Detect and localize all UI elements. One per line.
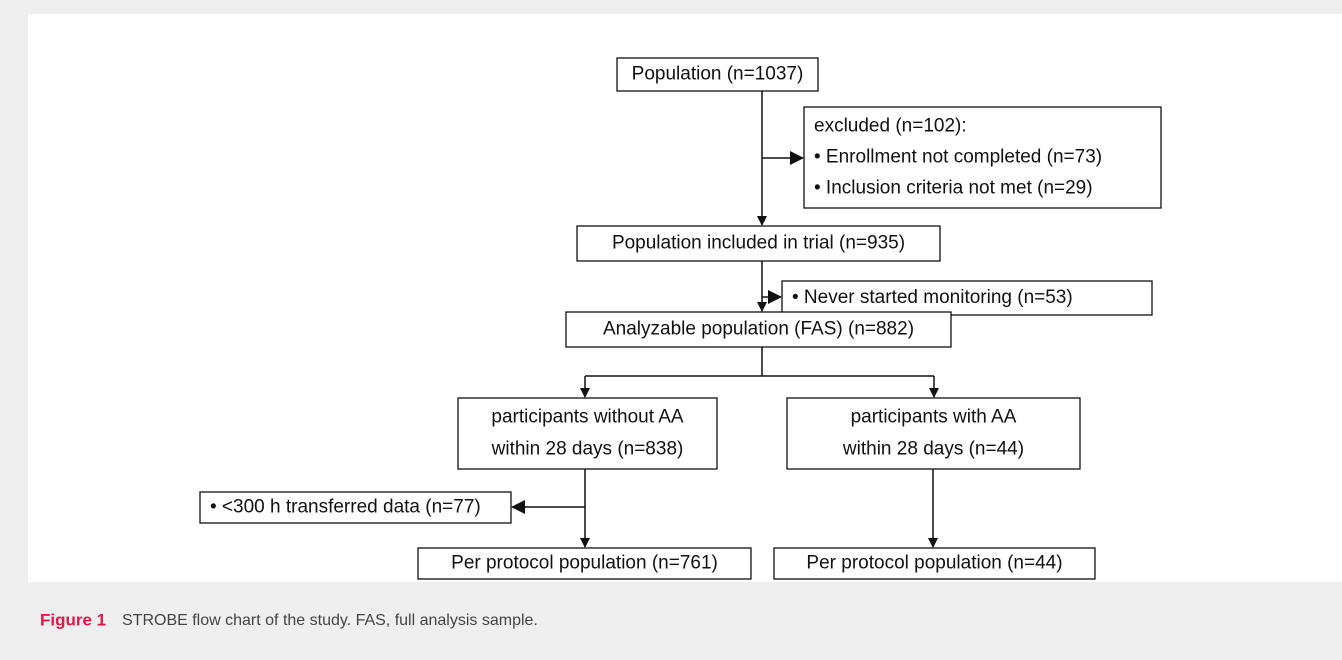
node-text: Population included in trial (n=935) [612,233,905,254]
flow-node: participants with AA within 28 days (n=44… [786,397,1081,470]
node-box [199,491,512,524]
node-box [457,397,718,470]
node-text: participants without AA [491,407,684,428]
node-text: • Enrollment not completed (n=73) [814,147,1102,168]
flow-node: Per protocol population (n=761) [417,547,752,580]
node-text: • Never started monitoring (n=53) [792,287,1073,308]
node-box [417,547,752,580]
node-box [786,397,1081,470]
flow-node: Per protocol population (n=44) [773,547,1096,580]
node-box [803,106,1162,209]
node-box [576,225,941,262]
node-text: • Inclusion criteria not met (n=29) [814,178,1093,199]
flow-node: • Never started monitoring (n=53) [781,280,1153,316]
connectors [511,91,939,548]
node-text: within 28 days (n=44) [842,439,1024,460]
node-text: participants with AA [851,407,1017,428]
node-box [565,311,952,348]
node-text: Per protocol population (n=761) [451,553,718,574]
node-text: Per protocol population (n=44) [806,553,1062,574]
flow-node: Analyzable population (FAS) (n=882) [565,311,952,348]
flow-node: • <300 h transferred data (n=77) [199,491,512,524]
node-text: • <300 h transferred data (n=77) [210,497,481,518]
flow-node: Population (n=1037) [616,57,819,92]
flow-node: excluded (n=102): • Enrollment not comple… [803,106,1162,209]
caption-label: Figure 1 [40,610,106,629]
node-text: Analyzable population (FAS) (n=882) [603,319,914,340]
node-box [616,57,819,92]
flow-node: Population included in trial (n=935) [576,225,941,262]
node-text: Population (n=1037) [632,64,804,85]
node-box [781,280,1153,316]
flow-node: participants without AA within 28 days (n… [457,397,718,470]
node-box [773,547,1096,580]
caption-text: STROBE flow chart of the study. FAS, ful… [122,612,538,629]
node-text: within 28 days (n=838) [491,439,684,460]
node-text: excluded (n=102): [814,116,967,137]
